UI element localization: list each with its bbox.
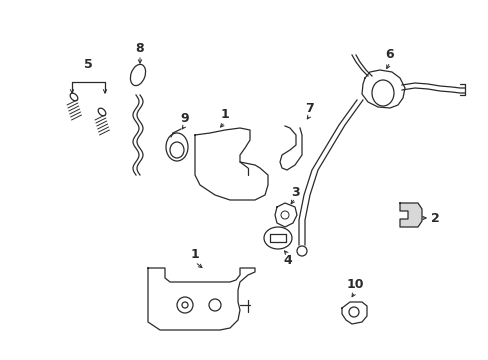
Text: 10: 10 bbox=[346, 279, 363, 292]
Text: 1: 1 bbox=[220, 108, 229, 122]
Text: 2: 2 bbox=[430, 211, 439, 225]
Text: 5: 5 bbox=[83, 58, 92, 72]
Text: 1: 1 bbox=[190, 248, 199, 261]
Text: 3: 3 bbox=[290, 185, 299, 198]
Text: 4: 4 bbox=[283, 253, 292, 266]
Text: 7: 7 bbox=[305, 102, 314, 114]
Text: 8: 8 bbox=[135, 41, 144, 54]
Text: 6: 6 bbox=[385, 49, 393, 62]
Text: 9: 9 bbox=[181, 112, 189, 125]
Polygon shape bbox=[399, 203, 421, 227]
